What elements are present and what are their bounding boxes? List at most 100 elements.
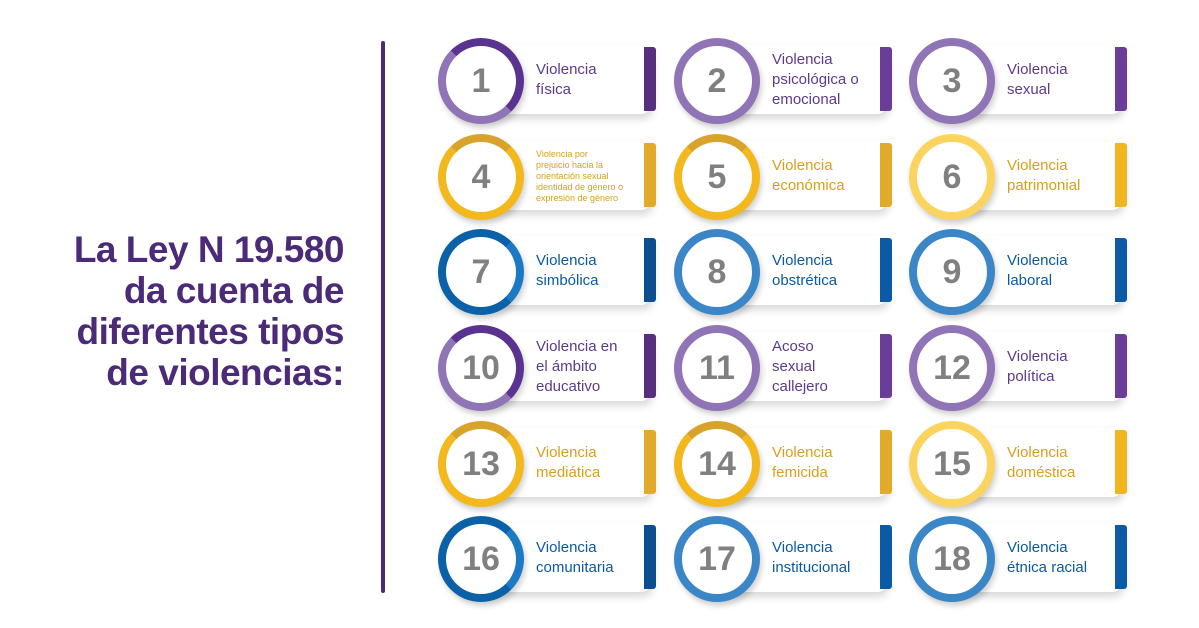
number-ring: 11 (674, 325, 760, 411)
card-label-line: comunitaria (536, 559, 614, 576)
card-label-line: política (1007, 368, 1055, 385)
card-label: Violencia psicológica o emocional (772, 46, 877, 114)
number-ring: 16 (438, 516, 524, 602)
number-ring: 15 (909, 421, 995, 507)
card-accent-tab (1115, 238, 1127, 302)
card-accent-tab (1115, 143, 1127, 207)
card-label-line: doméstica (1007, 464, 1076, 481)
card-label: Violencia femicida (772, 429, 877, 497)
card-label-line: sexual (772, 358, 816, 375)
card-label: Acoso sexual callejero (772, 333, 877, 401)
card-label: Violencia étnica racial (1007, 524, 1112, 592)
card-number: 7 (471, 252, 491, 291)
card-label-line: emocional (772, 91, 841, 108)
card-label-line: el ámbito (536, 358, 597, 375)
headline-line-2: da cuenta de (123, 270, 345, 311)
card-label: Violencia sexual (1007, 46, 1112, 114)
card-number: 1 (471, 61, 491, 100)
card-number: 15 (933, 444, 971, 483)
card-label-line: Violencia (772, 444, 833, 461)
card-accent-tab (1115, 525, 1127, 589)
card-label-line: Violencia (1007, 61, 1068, 78)
card-label-line: Violencia por (536, 148, 588, 159)
card-accent-tab (644, 143, 656, 207)
card-accent-tab (644, 238, 656, 302)
card-accent-tab (644, 334, 656, 398)
violence-card-5: 5 Violencia económica (672, 134, 892, 220)
card-number: 9 (942, 252, 962, 291)
card-label: Violencia comunitaria (536, 524, 641, 592)
card-label: Violencia física (536, 46, 641, 114)
card-accent-tab (1115, 334, 1127, 398)
card-label-line: Violencia (1007, 157, 1068, 174)
number-ring: 7 (438, 229, 524, 315)
violence-card-8: 8 Violencia obstrética (672, 229, 892, 315)
card-number: 13 (462, 444, 500, 483)
card-label-line: Violencia en (536, 338, 618, 355)
card-label-line: laboral (1007, 272, 1053, 289)
card-label-line: Violencia (536, 539, 597, 556)
card-label-line: Violencia (772, 252, 833, 269)
headline-line-4: de violencias: (106, 352, 344, 393)
violence-card-2: 2 Violencia psicológica o emocional (672, 38, 892, 124)
card-label-line: orientación sexual (536, 170, 609, 181)
violence-card-13: 13 Violencia mediática (436, 421, 656, 507)
number-ring: 2 (674, 38, 760, 124)
card-label-line: obstrética (772, 272, 838, 289)
card-label-line: Violencia (536, 444, 597, 461)
violence-card-12: 12 Violencia política (907, 325, 1127, 411)
card-number: 2 (707, 61, 727, 100)
card-label-line: psicológica o (772, 71, 859, 88)
vertical-divider (381, 41, 385, 593)
card-accent-tab (644, 525, 656, 589)
card-accent-tab (880, 430, 892, 494)
violence-card-9: 9 Violencia laboral (907, 229, 1127, 315)
headline-line-3: diferentes tipos (76, 311, 345, 352)
card-label: Violencia obstrética (772, 237, 877, 305)
number-ring: 1 (438, 38, 524, 124)
card-accent-tab (1115, 430, 1127, 494)
card-number: 8 (707, 252, 727, 291)
number-ring: 10 (438, 325, 524, 411)
number-ring: 18 (909, 516, 995, 602)
violence-card-6: 6 Violencia patrimonial (907, 134, 1127, 220)
card-number: 14 (698, 444, 736, 483)
number-ring: 13 (438, 421, 524, 507)
violence-card-15: 15 Violencia doméstica (907, 421, 1127, 507)
card-label: Violencia mediática (536, 429, 641, 497)
card-label-line: mediática (536, 464, 601, 481)
card-label: Violencia laboral (1007, 237, 1112, 305)
number-ring: 6 (909, 134, 995, 220)
card-number: 4 (471, 157, 491, 196)
card-number: 11 (699, 348, 735, 387)
card-label-line: prejuicio hacia la (536, 159, 604, 170)
card-accent-tab (880, 334, 892, 398)
card-label-line: femicida (772, 464, 828, 481)
violence-card-7: 7 Violencia simbólica (436, 229, 656, 315)
card-label: Violencia en el ámbito educativo (536, 333, 641, 401)
card-label: Violencia política (1007, 333, 1112, 401)
card-label: Violencia institucional (772, 524, 877, 592)
card-label-line: Violencia (536, 61, 597, 78)
card-number: 17 (698, 539, 736, 578)
card-label-line: Violencia (1007, 252, 1068, 269)
card-label-line: Violencia (1007, 444, 1068, 461)
violence-card-3: 3 Violencia sexual (907, 38, 1127, 124)
card-label-line: Violencia (1007, 348, 1068, 365)
violence-card-11: 11 Acoso sexual callejero (672, 325, 892, 411)
number-ring: 17 (674, 516, 760, 602)
card-number: 5 (707, 157, 727, 196)
card-number: 16 (462, 539, 500, 578)
card-label-line: expresión de género (536, 192, 619, 203)
card-label-line: Violencia (772, 157, 833, 174)
number-ring: 14 (674, 421, 760, 507)
card-label: Violencia doméstica (1007, 429, 1112, 497)
card-number: 18 (933, 539, 971, 578)
card-label-line: callejero (772, 378, 828, 395)
number-ring: 4 (438, 134, 524, 220)
violence-card-18: 18 Violencia étnica racial (907, 516, 1127, 602)
number-ring: 5 (674, 134, 760, 220)
card-accent-tab (880, 47, 892, 111)
card-label-line: Violencia (536, 252, 597, 269)
card-label-line: Acoso (772, 338, 814, 355)
